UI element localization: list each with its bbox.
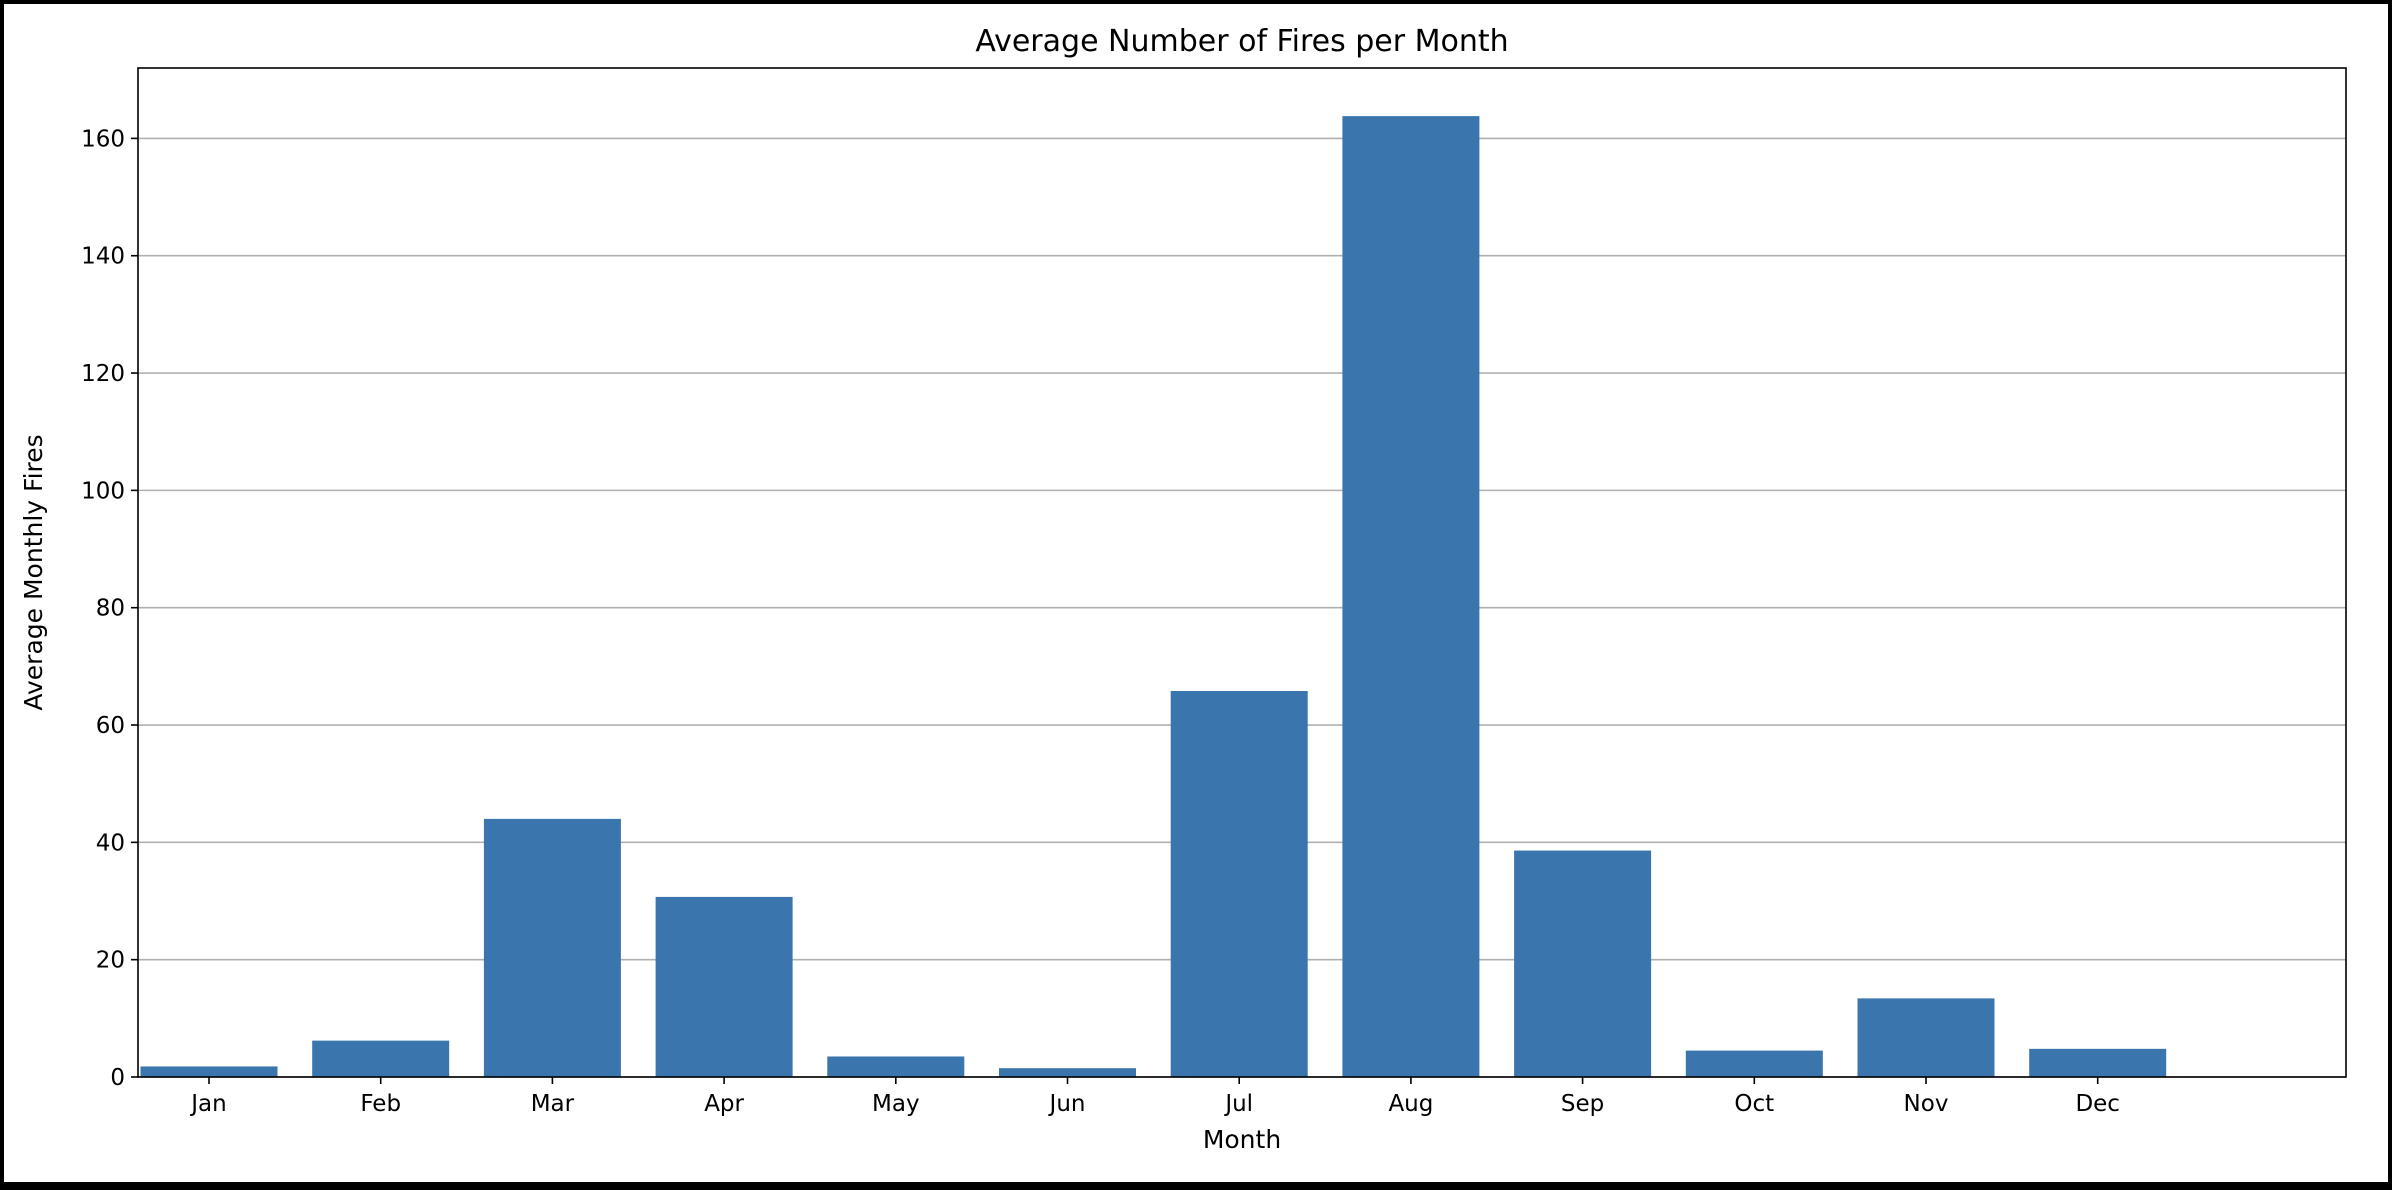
bar-sep [1514,850,1652,1077]
bar-aug [1342,116,1480,1077]
bar-oct [1685,1050,1823,1077]
bar-jun [999,1068,1136,1077]
bar-chart: 0 20 40 60 80 100 120 140 160 Jan Feb Mar Apr May Jun J… [19,24,2347,1154]
x-tick-label: Sep [1561,1091,1604,1117]
x-tick-label: Aug [1388,1091,1433,1117]
bar-dec [2029,1048,2167,1077]
bar-mar [483,818,621,1077]
y-tick-label: 0 [110,1065,125,1091]
bars [140,116,2167,1077]
y-tick-label: 40 [96,830,125,856]
axis-ticks: 0 20 40 60 80 100 120 140 160 Jan Feb Mar Apr May Jun J… [81,126,2120,1117]
bar-feb [312,1040,450,1077]
x-tick-label: Apr [704,1091,744,1117]
y-tick-label: 140 [81,244,125,270]
bar-jan [140,1066,278,1077]
y-tick-label: 80 [96,596,125,622]
x-tick-label: Dec [2075,1091,2120,1117]
y-tick-label: 60 [96,713,125,739]
x-tick-label: Feb [360,1091,401,1117]
y-axis-label: Average Monthly Fires [19,434,48,710]
x-tick-label: Jul [1223,1091,1253,1117]
x-tick-label: May [872,1091,920,1117]
y-tick-label: 120 [81,361,125,387]
axes-frame [137,67,2347,1078]
x-tick-label: Mar [531,1091,575,1117]
figure-panel: 0 20 40 60 80 100 120 140 160 Jan Feb Mar Apr May Jun J… [4,4,2388,1182]
x-tick-label: Nov [1904,1091,1949,1117]
bar-apr [655,896,793,1077]
x-tick-label: Oct [1734,1091,1774,1117]
chart-title: Average Number of Fires per Month [975,24,1508,59]
x-tick-label: Jan [189,1091,226,1117]
x-axis-label: Month [1203,1125,1281,1154]
y-tick-label: 20 [96,948,125,974]
bar-jul [1170,690,1308,1077]
y-tick-label: 160 [81,126,125,152]
bar-may [827,1056,965,1077]
y-tick-label: 100 [81,478,125,504]
x-tick-label: Jun [1048,1091,1086,1117]
bar-nov [1857,998,1995,1077]
